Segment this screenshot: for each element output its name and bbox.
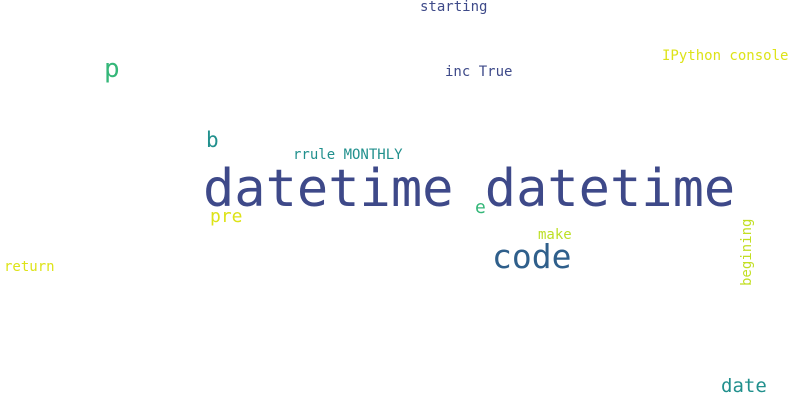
word-inc-true: inc True xyxy=(445,64,513,80)
word-datetime-datetime: datetime datetime xyxy=(203,159,736,219)
word-begining: begining xyxy=(739,218,755,286)
word-b: b xyxy=(206,128,219,152)
word-p: p xyxy=(104,54,120,84)
word-code: code xyxy=(492,237,572,276)
word-return: return xyxy=(4,259,55,275)
word-e: e xyxy=(475,197,486,218)
word-ipython-console: IPython console xyxy=(662,48,789,64)
word-date: date xyxy=(721,375,767,397)
word-make: make xyxy=(538,227,572,243)
word-rrule-monthly: rrule MONTHLY xyxy=(293,147,403,163)
word-starting: starting xyxy=(420,0,488,15)
word-pre: pre xyxy=(210,206,243,227)
